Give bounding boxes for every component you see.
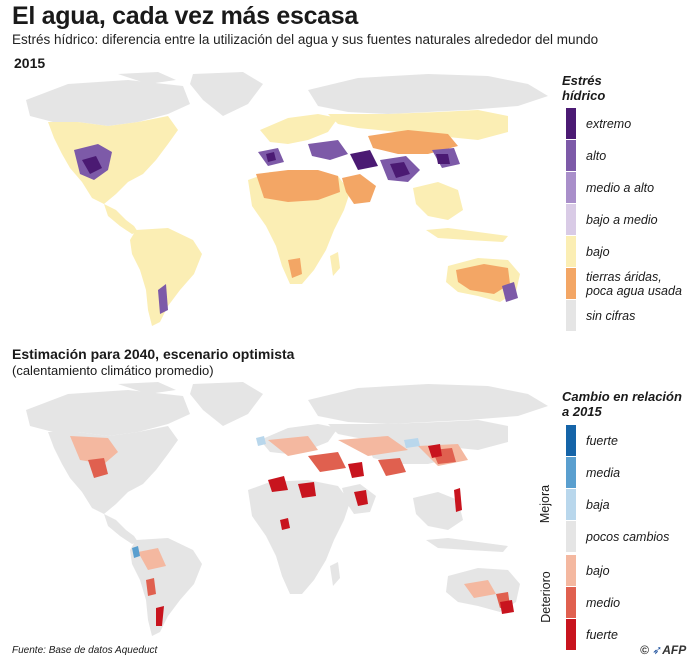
section-2040-subtitle: (calentamiento climático promedio) (12, 363, 214, 378)
legend-2015-title-line2: hídrico (562, 88, 606, 103)
legend-swatch (566, 587, 576, 618)
legend-2015-item: bajo a medio (566, 204, 658, 235)
legend-label: extremo (586, 116, 632, 131)
legend-swatch (566, 140, 576, 171)
land-worse-low (70, 436, 496, 598)
legend-group-worse: Deterioro (539, 571, 553, 623)
legend-label: pocos cambios (586, 529, 670, 544)
legend-label-line2: poca agua usada (586, 283, 682, 298)
legend-label: bajo (586, 563, 610, 578)
legend-label: medio a alto (586, 180, 655, 195)
legend-label: media (586, 465, 621, 480)
legend-swatch (566, 425, 576, 456)
legend-swatch (566, 619, 576, 650)
legend-group-better: Mejora (538, 484, 552, 524)
land-arid (256, 130, 510, 294)
land-little-change (26, 382, 548, 636)
source-note: Fuente: Base de datos Aqueduct (12, 645, 158, 656)
legend-2040-title-line1: Cambio en relación (562, 389, 682, 404)
legend-2040-item: bajo (566, 555, 610, 586)
land-worse-strong (156, 444, 514, 626)
credit-logo: © ➶AFP (640, 643, 686, 657)
legend-label: baja (586, 497, 610, 512)
legend-2040-item: medio (566, 587, 620, 618)
copyright-symbol: © (640, 643, 649, 657)
legend-2040-item: baja (566, 489, 610, 520)
legend-swatch (566, 172, 576, 203)
legend-label: fuerte (586, 433, 618, 448)
legend-2040-item: fuerte (566, 425, 618, 456)
legend-2040-item: fuerte (566, 619, 618, 650)
infographic-subtitle: Estrés hídrico: diferencia entre la util… (12, 32, 599, 47)
legend-2015-title-line1: Estrés (562, 73, 602, 88)
legend-swatch (566, 268, 576, 299)
legend-swatch (566, 555, 576, 586)
credit-text: AFP (662, 643, 687, 657)
legend-label-line1: tierras áridas, (586, 269, 662, 284)
world-map-2015 (26, 72, 548, 326)
legend-2015-item: alto (566, 140, 606, 171)
legend-swatch (566, 489, 576, 520)
section-2040-title: Estimación para 2040, escenario optimist… (12, 346, 295, 362)
legend-label: bajo a medio (586, 212, 658, 227)
land-no-data (26, 72, 548, 126)
legend-swatch (566, 236, 576, 267)
land-worse-medium (88, 448, 510, 608)
legend-2040-item: media (566, 457, 620, 488)
legend-label: bajo (586, 244, 610, 259)
land-extreme-stress (82, 150, 450, 178)
legend-swatch (566, 300, 576, 331)
land-better (132, 436, 420, 558)
legend-swatch (566, 521, 576, 552)
infographic-title: El agua, cada vez más escasa (12, 2, 358, 30)
legend-label: sin cifras (586, 308, 636, 323)
legend-label: tierras áridas, poca agua usada (586, 270, 682, 298)
year-label-2015: 2015 (14, 55, 46, 71)
legend-2015-item: tierras áridas, poca agua usada (566, 268, 682, 299)
legend-swatch (566, 457, 576, 488)
legend-2015-item: medio a alto (566, 172, 654, 203)
legend-swatch (566, 108, 576, 139)
legend-label: alto (586, 148, 607, 163)
afp-bird-icon: ➶ (652, 643, 663, 657)
legend-swatch (566, 204, 576, 235)
legend-label: medio (586, 595, 621, 610)
legend-2015-item: bajo (566, 236, 610, 267)
legend-2040-title-line2: a 2015 (562, 404, 602, 419)
legend-label: fuerte (586, 627, 618, 642)
legend-2015-item: sin cifras (566, 300, 635, 331)
legend-2015-item: extremo (566, 108, 631, 139)
legend-2040-item: pocos cambios (566, 521, 669, 552)
world-map-2040 (26, 382, 548, 636)
